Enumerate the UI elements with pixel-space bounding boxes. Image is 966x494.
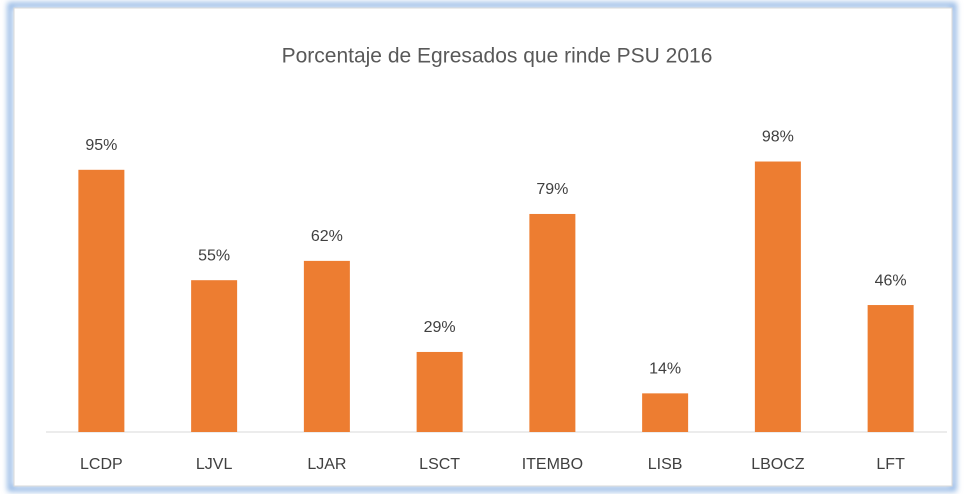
x-tick-label: ITEMBO: [522, 456, 583, 473]
bar: [191, 280, 238, 432]
x-tick-label: LBOCZ: [751, 456, 805, 473]
bar: [303, 260, 350, 432]
data-label: 62%: [311, 228, 343, 245]
data-label: 98%: [762, 129, 794, 146]
bar: [754, 161, 801, 432]
chart-area: [13, 7, 953, 487]
x-tick-label: LFT: [876, 456, 905, 473]
data-label: 79%: [536, 181, 568, 198]
data-label: 95%: [85, 137, 117, 154]
bar: [416, 351, 463, 432]
x-tick-label: LSCT: [419, 456, 460, 473]
x-tick-label: LJAR: [307, 456, 346, 473]
chart-title: Porcentaje de Egresados que rinde PSU 20…: [282, 45, 713, 68]
x-tick-label: LCDP: [80, 456, 123, 473]
bar: [867, 305, 914, 432]
bar: [78, 169, 125, 433]
frame-glow: [7, 2, 957, 492]
x-tick-label: LISB: [648, 456, 683, 473]
data-label: 29%: [424, 319, 456, 336]
data-label: 14%: [649, 361, 681, 378]
data-label: 55%: [198, 247, 230, 264]
data-label: 46%: [875, 272, 907, 289]
bar: [642, 393, 689, 432]
bar: [529, 213, 576, 432]
x-tick-label: LJVL: [196, 456, 233, 473]
